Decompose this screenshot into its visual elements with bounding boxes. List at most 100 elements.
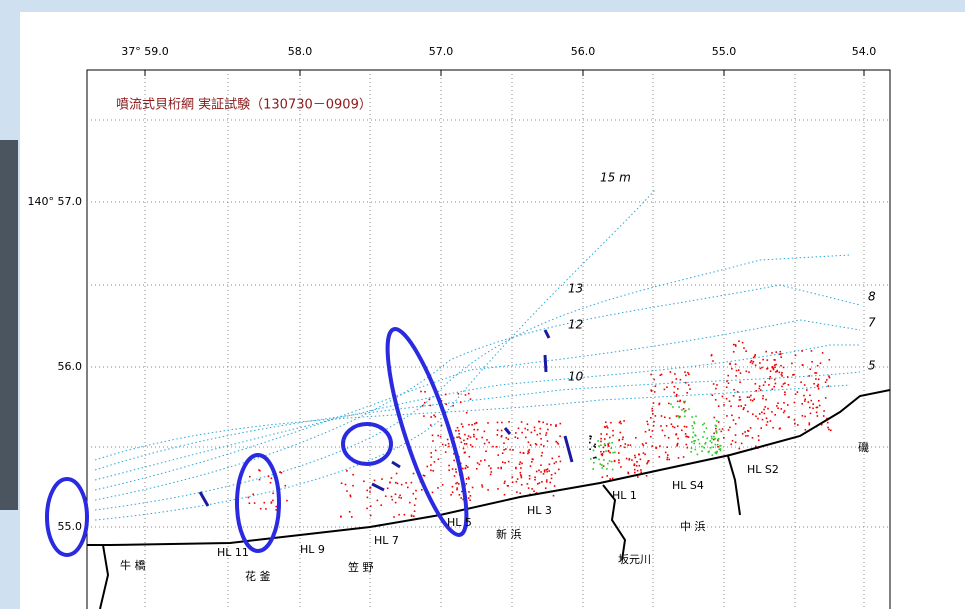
catch-point <box>828 429 830 431</box>
catch-point <box>456 489 458 491</box>
catch-point <box>627 444 629 446</box>
catch-point <box>634 455 636 457</box>
catch-point <box>603 465 605 467</box>
catch-point <box>606 468 608 470</box>
catch-point <box>547 440 549 442</box>
catch-point <box>594 446 596 448</box>
depth-label: 15 m <box>600 171 631 185</box>
catch-point <box>676 415 678 417</box>
catch-point <box>363 481 365 483</box>
catch-point <box>480 460 482 462</box>
catch-point <box>543 445 545 447</box>
catch-point <box>463 440 465 442</box>
catch-point <box>777 407 779 409</box>
top-tick-label: 37° 59.0 <box>121 45 169 58</box>
catch-point <box>761 412 763 414</box>
catch-point <box>683 401 685 403</box>
catch-point <box>411 515 413 517</box>
catch-point <box>711 436 713 438</box>
catch-point <box>484 443 486 445</box>
catch-point <box>806 389 808 391</box>
catch-point <box>508 461 510 463</box>
catch-point <box>546 423 548 425</box>
catch-point <box>733 389 735 391</box>
catch-point <box>501 422 503 424</box>
catch-point <box>524 428 526 430</box>
catch-point <box>811 361 813 363</box>
catch-point <box>529 475 531 477</box>
catch-point <box>466 412 468 414</box>
catch-point <box>600 444 602 446</box>
catch-point <box>716 432 718 434</box>
catch-point <box>405 482 407 484</box>
catch-point <box>732 440 734 442</box>
catch-point <box>457 482 459 484</box>
catch-point <box>757 418 759 420</box>
catch-point <box>716 425 718 427</box>
catch-point <box>685 375 687 377</box>
catch-point <box>470 495 472 497</box>
catch-point <box>521 432 523 434</box>
catch-point <box>415 498 417 500</box>
catch-point <box>726 386 728 388</box>
catch-point <box>828 385 830 387</box>
catch-point <box>488 442 490 444</box>
catch-point <box>540 444 542 446</box>
catch-point <box>652 410 654 412</box>
catch-point <box>460 497 462 499</box>
catch-point <box>683 456 685 458</box>
catch-point <box>491 471 493 473</box>
catch-point <box>764 413 766 415</box>
catch-point <box>637 476 639 478</box>
catch-point <box>735 363 737 365</box>
catch-point <box>710 440 712 442</box>
catch-point <box>676 378 678 380</box>
catch-point <box>554 463 556 465</box>
catch-point <box>448 446 450 448</box>
catch-point <box>764 406 766 408</box>
catch-point <box>819 405 821 407</box>
catch-point <box>680 400 682 402</box>
catch-point <box>655 415 657 417</box>
catch-point <box>812 408 814 410</box>
catch-point <box>420 391 422 393</box>
catch-point <box>752 437 754 439</box>
catch-point <box>606 433 608 435</box>
catch-point <box>609 442 611 444</box>
catch-point <box>369 487 371 489</box>
catch-point <box>519 492 521 494</box>
catch-point <box>508 421 510 423</box>
catch-point <box>530 444 532 446</box>
structure-label: HL 9 <box>300 543 325 556</box>
catch-point <box>626 458 628 460</box>
catch-point <box>609 478 611 480</box>
catch-point <box>540 438 542 440</box>
catch-point <box>472 446 474 448</box>
catch-point <box>528 487 530 489</box>
catch-point <box>593 462 595 464</box>
catch-point <box>533 490 535 492</box>
catch-point <box>711 355 713 357</box>
catch-point <box>814 372 816 374</box>
catch-point <box>686 392 688 394</box>
catch-point <box>747 435 749 437</box>
structure-label: HL 7 <box>374 534 399 547</box>
catch-point <box>643 452 645 454</box>
catch-point <box>537 434 539 436</box>
catch-point <box>404 514 406 516</box>
catch-point <box>411 482 413 484</box>
catch-point <box>610 422 612 424</box>
catch-point <box>540 464 542 466</box>
catch-point <box>560 423 562 425</box>
catch-point <box>600 441 602 443</box>
catch-point <box>413 493 415 495</box>
catch-point <box>636 465 638 467</box>
catch-point <box>774 364 776 366</box>
catch-point <box>352 474 354 476</box>
catch-point <box>791 363 793 365</box>
catch-point <box>248 497 250 499</box>
catch-point <box>684 411 686 413</box>
catch-point <box>764 381 766 383</box>
catch-point <box>455 430 457 432</box>
catch-point <box>810 368 812 370</box>
